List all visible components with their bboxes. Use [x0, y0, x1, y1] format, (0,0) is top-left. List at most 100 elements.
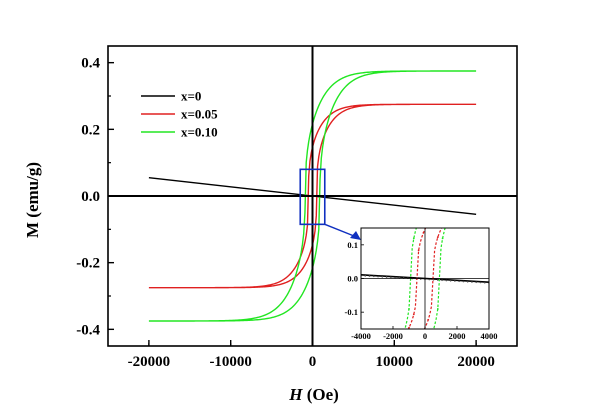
inset-point-x-0-10	[437, 186, 439, 188]
inset-point-x-0-05	[422, 231, 425, 234]
inset-point-x-0-10	[475, 161, 477, 163]
inset-point-x-0-05	[418, 338, 420, 340]
legend: x=0 x=0.05 x=0.10	[141, 89, 218, 140]
inset-point-x-0	[466, 280, 469, 283]
inset-point-x-0	[449, 279, 452, 282]
inset-plot: -4000 -2000 0 2000 4000 -0.1 0.0 0.1	[345, 158, 498, 399]
main-plot-area: -20000 -10000 0 10000 20000-0.4-0.20.00.20.4	[76, 45, 518, 370]
inset-point-x-0-10	[418, 220, 420, 222]
inset-point-x-0	[475, 281, 478, 284]
inset-point-x-0-10	[399, 381, 401, 383]
inset-point-x-0-05	[436, 236, 439, 239]
inset-point-x-0-05	[480, 193, 482, 195]
inset-point-x-0-10	[466, 164, 468, 166]
inset-point-x-0-05	[461, 203, 463, 205]
inset-point-x-0-10	[456, 199, 458, 201]
inset-point-x-0-10	[370, 381, 372, 383]
inset-point-x-0-05	[451, 199, 453, 201]
inset-point-x-0	[377, 275, 379, 278]
inset-point-x-0	[462, 280, 465, 283]
inset-point-x-0-10	[418, 361, 420, 363]
inset-x-tick-label: -4000	[351, 331, 371, 341]
inset-point-x-0-05	[442, 206, 444, 208]
y-axis-label: M (emu/g)	[23, 162, 42, 238]
inset-point-x-0-05	[456, 207, 458, 209]
series-line-x-0-10	[148, 70, 477, 322]
inset-point-x-0-05	[417, 249, 420, 252]
inset-y-tick-label: -0.1	[345, 307, 358, 317]
inset-point-x-0-10	[480, 159, 482, 161]
inset-point-x-0-10	[403, 331, 405, 333]
inset-point-x-0-10	[379, 373, 381, 375]
inset-point-x-0-05	[389, 351, 391, 353]
x-axis-label-symbol: H	[288, 385, 303, 404]
inset-point-x-0-10	[412, 237, 415, 240]
inset-point-x-0	[390, 276, 392, 279]
x-tick-label: -20000	[128, 354, 171, 370]
inset-point-x-0-05	[471, 197, 473, 199]
inset-point-x-0-10	[451, 173, 453, 175]
inset-point-x-0	[479, 281, 482, 284]
inset-point-x-0-10	[365, 385, 367, 387]
inset-point-x-0-05	[408, 348, 410, 350]
inset-point-x-0-10	[370, 395, 372, 397]
inset-point-x-0-05	[360, 364, 362, 366]
x-axis-label: H (Oe)	[288, 385, 339, 404]
inset-point-x-0-10	[403, 378, 405, 380]
inset-point-x-0-10	[485, 169, 487, 171]
inset-point-x-0	[454, 280, 456, 282]
x-tick-label: -10000	[209, 354, 252, 370]
inset-point-x-0-05	[447, 202, 449, 204]
inset-point-x-0	[471, 281, 473, 283]
inset-point-x-0-05	[471, 192, 473, 194]
inset-point-x-0-10	[461, 192, 463, 194]
inset-point-x-0-05	[365, 363, 367, 365]
inset-point-x-0-05	[413, 344, 415, 346]
y-tick-label: 0.4	[81, 56, 100, 72]
inset-point-x-0	[441, 279, 443, 282]
inset-point-x-0-10	[441, 237, 444, 240]
inset-point-x-0-05	[485, 189, 487, 191]
inset-point-x-0-10	[432, 331, 434, 333]
inset-point-x-0-10	[436, 308, 439, 310]
inset-point-x-0-10	[456, 169, 458, 171]
legend-label: x=0.10	[181, 125, 218, 140]
inset-point-x-0	[368, 275, 371, 277]
inset-point-x-0-05	[403, 335, 405, 337]
inset-point-x-0-10	[365, 397, 367, 399]
inset-point-x-0-05	[399, 342, 401, 344]
inset-point-x-0-10	[379, 392, 381, 394]
inset-point-x-0-10	[461, 167, 463, 169]
inset-point-x-0-10	[394, 385, 396, 387]
inset-point-x-0-10	[475, 176, 477, 178]
inset-point-x-0-10	[471, 162, 473, 164]
inset-point-x-0-10	[423, 353, 425, 355]
inset-point-x-0-10	[399, 344, 401, 346]
inset-point-x-0-10	[360, 388, 362, 390]
inset-point-x-0-10	[466, 186, 468, 188]
inset-point-x-0-05	[370, 365, 372, 367]
inset-point-x-0-05	[466, 200, 468, 202]
inset-y-tick-label: 0.1	[347, 240, 358, 250]
zoom-arrow-line	[324, 223, 355, 237]
x-axis-label-unit: (Oe)	[302, 385, 338, 404]
inset-x-tick-label: 0	[423, 331, 427, 341]
inset-point-x-0-05	[394, 347, 396, 349]
inset-point-x-0-10	[485, 158, 487, 160]
inset-point-x-0-10	[480, 173, 482, 175]
inset-point-x-0	[381, 276, 384, 278]
inset-point-x-0-05	[485, 192, 487, 194]
inset-point-x-0-10	[447, 220, 449, 222]
inset-x-tick-label: 4000	[481, 331, 498, 341]
inset-point-x-0	[394, 276, 396, 279]
inset-point-x-0-05	[475, 190, 477, 192]
inset-point-x-0-05	[442, 225, 444, 227]
inset-point-x-0-10	[451, 208, 453, 210]
zoom-arrow-head	[350, 231, 361, 240]
inset-point-x-0	[458, 280, 460, 283]
inset-point-x-0-10	[408, 373, 410, 375]
inset-x-tick-label: 2000	[449, 331, 466, 341]
inset-point-x-0-05	[365, 366, 367, 368]
inset-point-x-0-10	[408, 308, 410, 310]
inset-point-x-0	[483, 281, 486, 284]
